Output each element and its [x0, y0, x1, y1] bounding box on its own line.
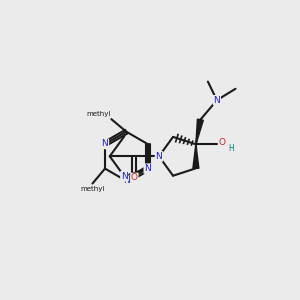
Text: N: N — [214, 96, 220, 105]
Text: N: N — [156, 152, 162, 161]
Text: N: N — [144, 164, 151, 173]
Text: N: N — [102, 140, 108, 148]
Text: methyl: methyl — [86, 111, 111, 117]
Text: N: N — [121, 172, 128, 181]
Text: O: O — [131, 173, 138, 182]
Text: methyl: methyl — [80, 186, 105, 192]
Text: N: N — [156, 152, 162, 161]
Text: O: O — [219, 138, 226, 147]
Text: N: N — [123, 176, 130, 185]
Polygon shape — [193, 144, 199, 168]
Polygon shape — [196, 119, 203, 144]
Text: H: H — [228, 144, 234, 153]
